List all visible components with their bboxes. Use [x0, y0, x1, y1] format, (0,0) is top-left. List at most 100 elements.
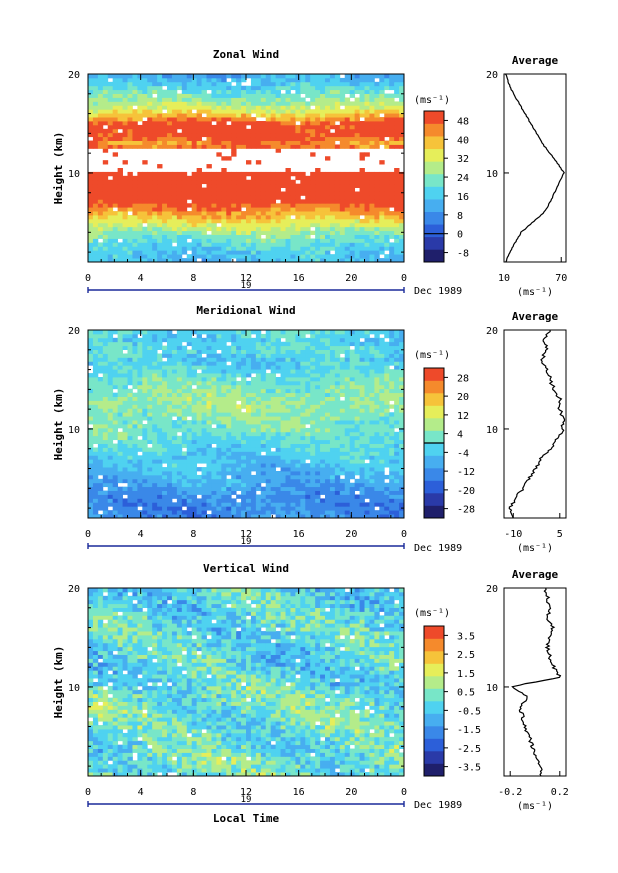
heatmap-cell: [176, 384, 183, 390]
heatmap-cell: [310, 459, 316, 464]
heatmap-cell: [102, 373, 109, 378]
heatmap-cell: [102, 498, 109, 503]
heatmap-cell: [374, 412, 380, 417]
heatmap-cell: [344, 230, 351, 235]
heatmap-cell: [231, 113, 237, 118]
heatmap-cell: [270, 113, 277, 118]
heatmap-cell: [285, 93, 291, 98]
heatmap-cell: [300, 506, 306, 511]
heatmap-cell: [384, 439, 390, 444]
heatmap-cell: [102, 474, 109, 480]
heatmap-cell: [280, 97, 286, 102]
heatmap-cell: [364, 471, 370, 476]
heatmap-cell: [325, 431, 331, 437]
heatmap-cell: [142, 467, 148, 472]
heatmap-cell: [339, 439, 346, 444]
heatmap-cell: [88, 191, 94, 196]
heatmap-cell: [339, 502, 346, 507]
heatmap-cell: [162, 514, 168, 519]
heatmap-cell: [211, 490, 217, 495]
heatmap-cell: [142, 207, 148, 212]
heatmap-cell: [384, 435, 390, 441]
heatmap-cell: [127, 179, 133, 185]
heatmap-cell: [320, 124, 326, 130]
heatmap-cell: [236, 101, 242, 106]
heatmap-cell: [181, 117, 188, 122]
heatmap-cell: [300, 85, 306, 91]
heatmap-cell: [369, 136, 375, 141]
heatmap-cell: [389, 136, 395, 141]
heatmap-cell: [389, 435, 395, 441]
heatmap-cell: [152, 478, 158, 484]
heatmap-cell: [310, 451, 316, 456]
heatmap-cell: [117, 459, 123, 464]
heatmap-cell: [157, 471, 163, 476]
heatmap-cell: [359, 254, 365, 259]
heatmap-cell: [107, 238, 114, 243]
heatmap-cell: [236, 203, 242, 208]
heatmap-cell: [221, 168, 227, 173]
heatmap-cell: [112, 510, 119, 515]
heatmap-cell: [167, 226, 173, 232]
heatmap-cell: [334, 486, 341, 491]
heatmap-cell: [167, 380, 173, 386]
heatmap-cell: [379, 121, 385, 126]
heatmap-cell: [359, 439, 365, 444]
heatmap-cell: [389, 510, 395, 515]
heatmap-cell: [206, 226, 212, 232]
heatmap-cell: [349, 199, 356, 204]
heatmap-cell: [102, 171, 109, 177]
heatmap-cell: [349, 420, 356, 425]
heatmap-cell: [196, 144, 202, 149]
heatmap-cell: [344, 203, 351, 208]
heatmap-cell: [290, 424, 296, 429]
heatmap-cell: [201, 101, 207, 106]
heatmap-cell: [334, 482, 341, 488]
heatmap-cell: [305, 191, 311, 196]
heatmap-cell: [369, 117, 375, 122]
heatmap-cell: [157, 144, 163, 149]
heatmap-cell: [201, 435, 207, 441]
heatmap-cell: [216, 140, 222, 145]
heatmap-cell: [364, 455, 370, 460]
heatmap-cell: [236, 447, 242, 452]
heatmap-cell: [295, 510, 301, 515]
heatmap-cell: [325, 388, 331, 394]
heatmap-cell: [379, 377, 385, 382]
heatmap-cell: [221, 416, 227, 421]
heatmap-cell: [241, 211, 247, 216]
heatmap-cell: [320, 404, 326, 409]
heatmap-cell: [132, 467, 138, 472]
heatmap-cell: [285, 203, 291, 208]
heatmap-cell: [285, 435, 291, 441]
heatmap-cell: [92, 467, 99, 472]
heatmap-cell: [260, 128, 267, 134]
heatmap-cell: [226, 109, 232, 114]
heatmap-cell: [260, 420, 267, 425]
heatmap-cell: [196, 396, 202, 401]
heatmap-cell: [167, 183, 173, 188]
heatmap-cell: [122, 451, 128, 456]
heatmap-cell: [275, 388, 281, 394]
heatmap-cell: [280, 424, 286, 429]
heatmap-cell: [250, 85, 257, 91]
heatmap-cell: [250, 502, 257, 507]
heatmap-cell: [339, 471, 346, 476]
heatmap-cell: [97, 392, 104, 397]
heatmap-cell: [325, 211, 331, 216]
heatmap-cell: [88, 77, 94, 83]
heatmap-cell: [142, 498, 148, 503]
heatmap-cell: [142, 443, 148, 448]
heatmap-cell: [102, 431, 109, 437]
heatmap-cell: [231, 191, 237, 196]
heatmap-cell: [354, 218, 360, 224]
heatmap-cell: [310, 144, 316, 149]
heatmap-cell: [334, 183, 341, 188]
heatmap-cell: [147, 81, 153, 87]
heatmap-cell: [260, 77, 267, 83]
heatmap-cell: [305, 93, 311, 98]
heatmap-cell: [369, 471, 375, 476]
heatmap-cell: [117, 93, 123, 98]
heatmap-cell: [290, 380, 296, 386]
heatmap-cell: [231, 396, 237, 401]
